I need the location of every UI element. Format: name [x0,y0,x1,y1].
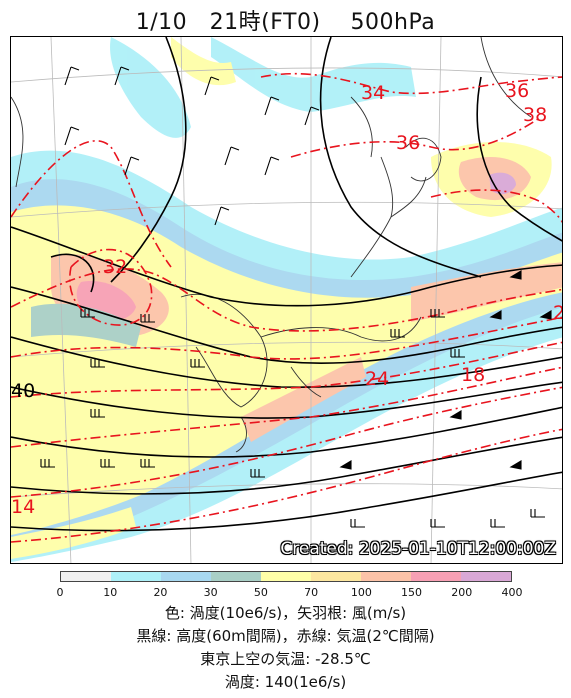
colorbar-swatch [411,572,461,581]
temp-label-34: 34 [361,82,385,104]
colorbar-ticks: 0 10 20 30 50 70 100 150 200 400 [56,586,523,600]
legend-line-1: 色: 渦度(10e6/s)，矢羽根: 風(m/s) [164,604,407,622]
colorbar-swatch [211,572,261,581]
colorbar-tick-label: 10 [103,586,118,599]
temp-label-18: 18 [461,364,485,386]
legend-line-2: 黒線: 高度(60m間隔)，赤線: 気温(2℃間隔) [136,627,435,645]
colorbar-swatch [361,572,411,581]
created-timestamp: Created: 2025-01-10T12:00:00Z [280,539,556,559]
colorbar-tick-label: 70 [304,586,319,599]
temperature-contours [11,72,562,543]
coastlines [11,37,532,453]
vorticity-shading [11,37,562,562]
temp-label-2: 2 [553,302,563,324]
colorbar-swatch [161,572,211,581]
colorbar-swatch [261,572,311,581]
map-canvas: 34 36 38 36 32 24 18 2 14 40 [11,37,563,563]
wind-barbs [40,66,552,528]
colorbar-tick-label: 30 [203,586,218,599]
colorbar-tick-label: 150 [401,586,423,599]
vorticity-colorbar [60,571,512,582]
tokyo-temperature: 東京上空の気温: -28.5℃ [200,650,371,668]
temp-label-36b: 36 [396,132,420,154]
chart-title: 1/10 21時(FT0) 500hPa [135,10,436,35]
colorbar-tick-label: 50 [253,586,268,599]
colorbar-swatch [461,572,511,581]
colorbar-tick-label: 100 [350,586,372,599]
colorbar-swatch [61,572,111,581]
height-label-40: 40 [11,380,35,402]
colorbar-swatch [311,572,361,581]
temp-label-32: 32 [103,256,127,278]
temp-label-36a: 36 [505,80,529,102]
colorbar-tick-label: 400 [501,586,523,599]
colorbar-swatch [111,572,161,581]
vorticity-value: 渦度: 140(1e6/s) [224,673,347,691]
colorbar-tick-label: 200 [451,586,473,599]
colorbar-tick-label: 0 [56,586,64,599]
weather-map: 34 36 38 36 32 24 18 2 14 40 Created: 20… [10,36,563,564]
temp-label-14: 14 [11,496,35,518]
colorbar-tick-label: 20 [153,586,168,599]
temp-label-24: 24 [365,368,389,390]
temp-label-38: 38 [523,104,547,126]
